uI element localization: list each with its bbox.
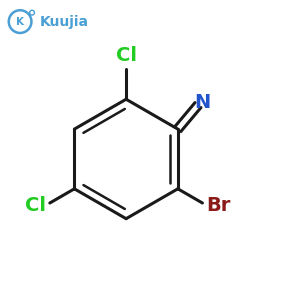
Text: Cl: Cl <box>116 46 136 65</box>
Text: K: K <box>16 16 24 27</box>
Text: Br: Br <box>206 196 230 215</box>
Text: N: N <box>195 93 211 112</box>
Text: Kuujia: Kuujia <box>40 15 88 28</box>
Text: Cl: Cl <box>25 196 46 215</box>
